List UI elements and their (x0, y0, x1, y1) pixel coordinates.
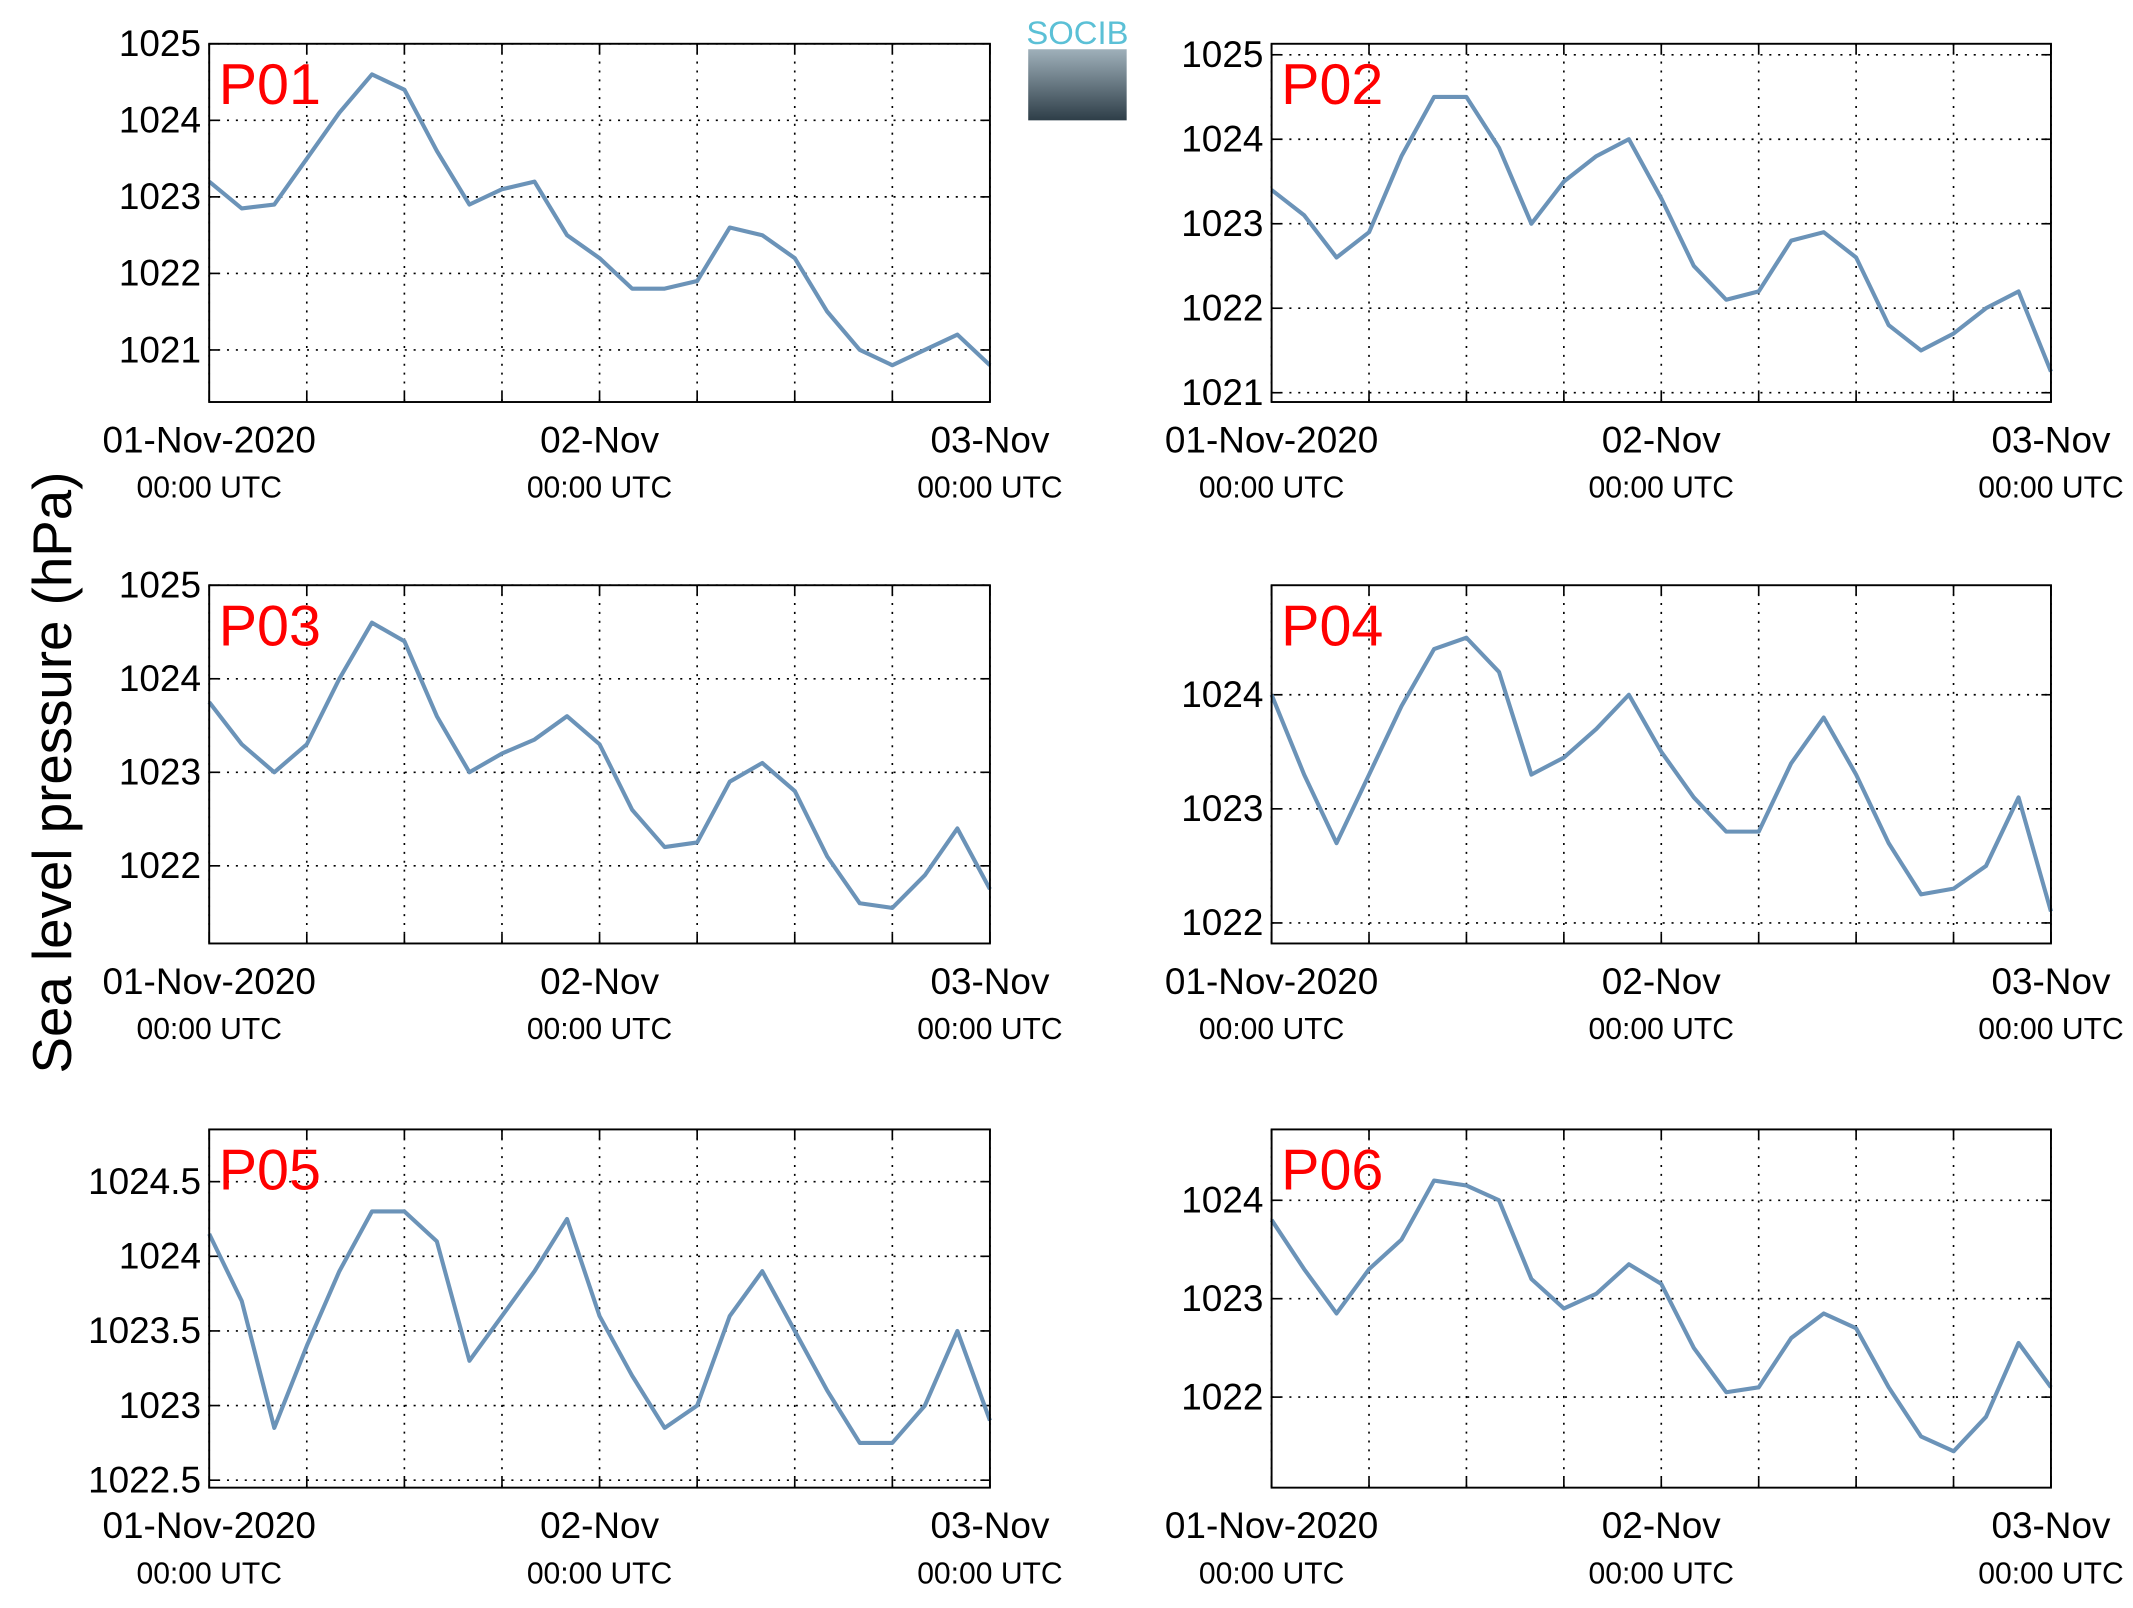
y-tick-label: 1021 (119, 329, 201, 370)
y-axis-label: Sea level pressure (hPa) (21, 472, 83, 1074)
x-tick-sublabel: 00:00 UTC (1978, 1013, 2123, 1046)
panel: 01-Nov-2020 00:00 UTC 02-Nov 00:00 UTC 03-No… (1165, 584, 2124, 1046)
pressure-line (1269, 635, 2053, 913)
x-tick-label: 01-Nov-2020 (103, 1505, 316, 1546)
x-tick-sublabel: 00:00 UTC (917, 472, 1062, 505)
x-tick-label: 03-Nov (930, 1505, 1050, 1546)
y-tick-label: 1024 (1181, 1180, 1263, 1221)
y-tick-label: 1022 (119, 845, 201, 886)
y-tick-label: 1024 (119, 100, 201, 141)
y-tick-label: 1023.5 (88, 1310, 201, 1351)
x-tick-label: 03-Nov (930, 961, 1050, 1002)
y-tick-label: 1025 (119, 565, 201, 606)
logo-text: SOCIB (1026, 14, 1128, 51)
plot-frame (1270, 584, 2052, 945)
x-tick-label: 01-Nov-2020 (1165, 420, 1378, 461)
x-tick-sublabel: 00:00 UTC (527, 1013, 672, 1046)
x-tick-label: 01-Nov-2020 (1165, 1505, 1378, 1546)
x-tick-sublabel: 00:00 UTC (1589, 472, 1734, 505)
pressure-line (207, 1209, 992, 1445)
y-tick-label: 1022 (1181, 902, 1263, 943)
logo: SOCIB (1026, 14, 1128, 121)
x-tick-sublabel: 00:00 UTC (136, 1557, 281, 1590)
x-tick-label: 02-Nov (1602, 1505, 1722, 1546)
y-tick-label: 1022 (1181, 288, 1263, 329)
panel-title: P06 (1281, 1139, 1383, 1203)
panel-title: P03 (219, 594, 321, 658)
x-tick-label: 02-Nov (1602, 961, 1722, 1002)
y-tick-label: 1021 (1181, 372, 1263, 413)
y-tick-label: 1023 (1181, 203, 1263, 244)
x-tick-sublabel: 00:00 UTC (1199, 1557, 1344, 1590)
y-tick-label: 1022 (119, 253, 201, 294)
x-tick-label: 03-Nov (1991, 961, 2111, 1002)
logo-block (1028, 49, 1127, 121)
plot-frame (208, 1128, 991, 1489)
plot-frame (1270, 1128, 2052, 1489)
x-tick-sublabel: 00:00 UTC (527, 1557, 672, 1590)
x-tick-label: 01-Nov-2020 (1165, 961, 1378, 1002)
x-tick-label: 02-Nov (540, 961, 660, 1002)
x-tick-label: 02-Nov (1602, 420, 1722, 461)
x-tick-sublabel: 00:00 UTC (1978, 1557, 2123, 1590)
x-tick-sublabel: 00:00 UTC (1199, 472, 1344, 505)
y-tick-label: 1024 (1181, 119, 1263, 160)
y-tick-label: 1022.5 (88, 1459, 201, 1500)
y-tick-label: 1024.5 (88, 1161, 201, 1202)
y-tick-label: 1023 (119, 1385, 201, 1426)
x-tick-label: 01-Nov-2020 (103, 420, 316, 461)
pressure-line (207, 72, 992, 368)
x-tick-label: 03-Nov (930, 420, 1050, 461)
x-tick-label: 03-Nov (1991, 420, 2111, 461)
pressure-line (207, 620, 992, 910)
panel-title: P02 (1281, 53, 1383, 117)
x-tick-sublabel: 00:00 UTC (136, 1013, 281, 1046)
x-tick-sublabel: 00:00 UTC (527, 472, 672, 505)
x-tick-sublabel: 00:00 UTC (136, 472, 281, 505)
x-tick-label: 02-Nov (540, 420, 660, 461)
pressure-line (1269, 1178, 2053, 1454)
panel: 01-Nov-2020 00:00 UTC 02-Nov 00:00 UTC 03-No… (1165, 34, 2124, 505)
x-tick-sublabel: 00:00 UTC (1589, 1013, 1734, 1046)
x-tick-sublabel: 00:00 UTC (917, 1013, 1062, 1046)
x-tick-label: 02-Nov (540, 1505, 660, 1546)
y-tick-label: 1023 (119, 176, 201, 217)
x-tick-label: 03-Nov (1991, 1505, 2111, 1546)
pressure-line (1270, 94, 2053, 373)
y-tick-label: 1023 (119, 752, 201, 793)
y-tick-label: 1024 (119, 1236, 201, 1277)
y-tick-label: 1023 (1181, 788, 1263, 829)
x-tick-sublabel: 00:00 UTC (1589, 1557, 1734, 1590)
x-tick-sublabel: 00:00 UTC (1199, 1013, 1344, 1046)
plot-frame (1270, 42, 2052, 403)
plot-frame (208, 584, 991, 945)
panel-title: P01 (219, 53, 321, 117)
panel-title: P04 (1281, 594, 1383, 658)
x-tick-label: 01-Nov-2020 (103, 961, 316, 1002)
y-tick-label: 1023 (1181, 1278, 1263, 1319)
panel: 01-Nov-2020 00:00 UTC 02-Nov 00:00 UTC 03-No… (88, 1128, 1063, 1590)
y-tick-label: 1025 (1181, 34, 1263, 75)
plot-frame (208, 42, 991, 403)
panel: 01-Nov-2020 00:00 UTC 02-Nov 00:00 UTC 03-No… (103, 23, 1063, 505)
panel: 01-Nov-2020 00:00 UTC 02-Nov 00:00 UTC 03-No… (1165, 1128, 2124, 1590)
y-tick-label: 1024 (1181, 674, 1263, 715)
x-tick-sublabel: 00:00 UTC (917, 1557, 1062, 1590)
y-tick-label: 1025 (119, 23, 201, 64)
panel: 01-Nov-2020 00:00 UTC 02-Nov 00:00 UTC 03-No… (103, 565, 1063, 1047)
y-tick-label: 1024 (119, 658, 201, 699)
x-tick-sublabel: 00:00 UTC (1978, 472, 2123, 505)
panel-title: P05 (219, 1139, 321, 1203)
y-tick-label: 1022 (1181, 1376, 1263, 1417)
